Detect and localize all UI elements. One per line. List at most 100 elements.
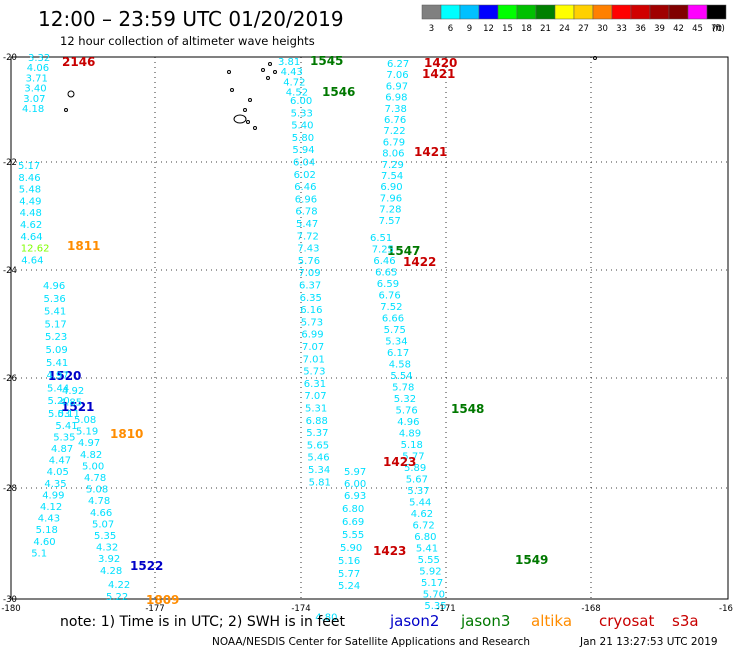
legend-label: 24 <box>559 24 570 34</box>
legend-swatch <box>516 4 537 20</box>
lat-tick-label: -30 <box>3 595 17 605</box>
swh-value: 5.37 <box>407 486 429 497</box>
legend-swatch <box>478 4 499 20</box>
swh-value: 4.32 <box>96 543 118 554</box>
swh-value: 5.76 <box>298 256 320 267</box>
swh-value: 3.32 <box>28 53 50 64</box>
pass-time-label: 1548 <box>451 402 484 416</box>
swh-value: 6.35 <box>300 293 322 304</box>
legend-swatch <box>459 4 480 20</box>
pass-time-label: 1520 <box>48 369 81 383</box>
satellite-name: altika <box>531 612 572 630</box>
swh-value: 4.99 <box>42 490 64 501</box>
swh-value: 5.37 <box>306 428 328 439</box>
swh-value: 7.28 <box>379 205 401 216</box>
swh-value: 6.02 <box>294 170 316 181</box>
swh-value: 5.18 <box>36 525 58 536</box>
legend-label: 21 <box>540 24 551 34</box>
swh-value: 3.40 <box>24 84 46 95</box>
swh-value: 7.01 <box>303 354 325 365</box>
swh-value: 6.90 <box>380 182 402 193</box>
lat-tick-label: -28 <box>3 484 17 494</box>
swh-value: 5.07 <box>92 519 114 530</box>
pass-time-label: 1421 <box>422 67 455 81</box>
swh-value: 6.96 <box>295 194 317 205</box>
swh-value: 7.25 <box>372 245 394 256</box>
island-dot <box>248 98 252 102</box>
swh-value: 6.98 <box>385 93 407 104</box>
swh-value: 4.64 <box>21 255 43 266</box>
swh-value: 5.35 <box>53 432 75 443</box>
pass-time-label: 1521 <box>61 400 94 414</box>
swh-value: 4.22 <box>108 580 130 591</box>
swh-value: 6.72 <box>413 521 435 532</box>
swh-value: 5.03 <box>48 409 70 420</box>
swh-value: 7.07 <box>302 342 324 353</box>
swh-value: 4.87 <box>51 444 73 455</box>
swh-value: 4.47 <box>49 456 71 467</box>
swh-value: 5.55 <box>342 530 364 541</box>
swh-value: 5.34 <box>385 337 407 348</box>
swh-value: 3.92 <box>98 554 120 565</box>
satellite-tracks: 21463.324.063.713.403.074.1818115.178.46… <box>18 53 548 624</box>
swh-value: 5.41 <box>44 307 66 318</box>
swh-value: 4.43 <box>38 514 60 525</box>
swh-value: 5.08 <box>86 485 108 496</box>
legend-swatch <box>573 4 594 20</box>
swh-value: 4.85 <box>60 398 82 409</box>
swh-value: 5.18 <box>401 440 423 451</box>
legend-swatch <box>554 4 575 20</box>
swh-value: 6.37 <box>299 281 321 292</box>
island-dot <box>243 108 247 112</box>
legend-label: 70 <box>711 24 722 34</box>
map-border <box>10 56 729 600</box>
swh-value: 6.93 <box>344 491 366 502</box>
axis-ticks: -180 -177 -174 -171 -168 -16 -20 -22 -24 -26 -28 -3… <box>1 53 733 614</box>
pass-time-label: 1420 <box>424 56 457 70</box>
swh-value: 4.43 <box>281 67 303 78</box>
footer-note: note: 1) Time is in UTC; 2) SWH is in fe… <box>60 614 346 630</box>
island-dot <box>593 56 597 60</box>
lat-tick-label: -24 <box>3 266 17 276</box>
lon-tick-label: -171 <box>436 604 455 614</box>
swh-value: 4.64 <box>20 232 42 243</box>
legend-swatch <box>668 4 689 20</box>
satellite-name: s3a <box>672 612 699 630</box>
pass-time-label: 1809 <box>146 593 179 607</box>
swh-value: 5.32 <box>394 394 416 405</box>
swh-value: 4.05 <box>47 467 69 478</box>
swh-value: 5.31 <box>305 404 327 415</box>
legend-swatch <box>687 4 708 20</box>
lat-tick-label: -22 <box>3 158 17 168</box>
swh-value: 5.09 <box>46 345 68 356</box>
island-dot <box>273 70 277 74</box>
legend-label: 45 <box>692 24 703 34</box>
legend-swatch <box>611 4 632 20</box>
swh-value: 6.88 <box>306 416 328 427</box>
pass-time-label: 1545 <box>310 54 343 68</box>
swh-value: 4.78 <box>88 496 110 507</box>
swh-value: 6.46 <box>294 182 316 193</box>
island-dot <box>64 108 68 112</box>
swh-value: 4.96 <box>43 281 65 292</box>
legend-label: 18 <box>521 24 532 34</box>
swh-value: 5.33 <box>291 108 313 119</box>
swh-value: 6.99 <box>301 330 323 341</box>
legend-swatch <box>592 4 613 20</box>
pass-time-label: 1811 <box>67 239 100 253</box>
swh-value: 4.06 <box>27 63 49 74</box>
pass-time-label: 1549 <box>515 553 548 567</box>
swh-value: 6.66 <box>382 314 404 325</box>
swh-value: 4.96 <box>397 417 419 428</box>
swh-value: 4.92 <box>62 386 84 397</box>
swh-value: 4.78 <box>84 473 106 484</box>
legend-label: 3 <box>429 24 434 34</box>
swh-value: 6.04 <box>293 158 315 169</box>
swh-value: 7.06 <box>386 70 408 81</box>
swh-value: 5.67 <box>406 475 428 486</box>
swh-value: 8.06 <box>382 149 404 160</box>
swh-value: 7.29 <box>382 160 404 171</box>
lon-tick-label: -174 <box>291 604 310 614</box>
